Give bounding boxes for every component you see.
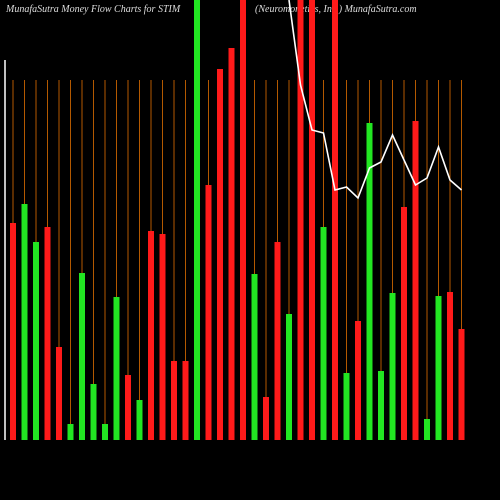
bar [56,347,62,440]
bar [205,185,212,440]
bar [389,293,396,440]
bar [251,274,258,440]
bar [148,231,154,440]
bar [44,227,51,440]
bar [113,297,120,440]
bar [332,0,338,440]
bar [447,292,453,440]
bar [90,384,97,440]
bar [458,329,465,440]
bar [194,0,200,440]
bar [355,321,361,440]
bar [182,361,189,440]
bar [309,0,315,440]
bar [366,123,373,440]
bar [21,204,28,440]
bar [412,121,419,440]
bar [159,234,166,440]
chart-title: MunafaSutra Money Flow Charts for STIM [5,4,181,15]
bar [102,424,108,440]
bar [435,296,442,440]
bar [263,397,269,440]
bar [228,48,235,440]
bar [79,273,85,440]
bar [297,0,304,440]
bar [67,424,74,440]
bar [136,400,143,440]
bar [401,207,407,440]
bar [10,223,16,440]
bar [378,371,384,440]
bar [171,361,177,440]
bar [33,242,39,440]
bar [286,314,292,440]
bar [320,227,327,440]
bar [424,419,430,440]
bar [240,0,246,440]
flow-line [288,0,463,200]
bar [343,373,350,440]
bar [217,69,223,440]
bar [274,242,281,440]
bar [125,375,131,440]
